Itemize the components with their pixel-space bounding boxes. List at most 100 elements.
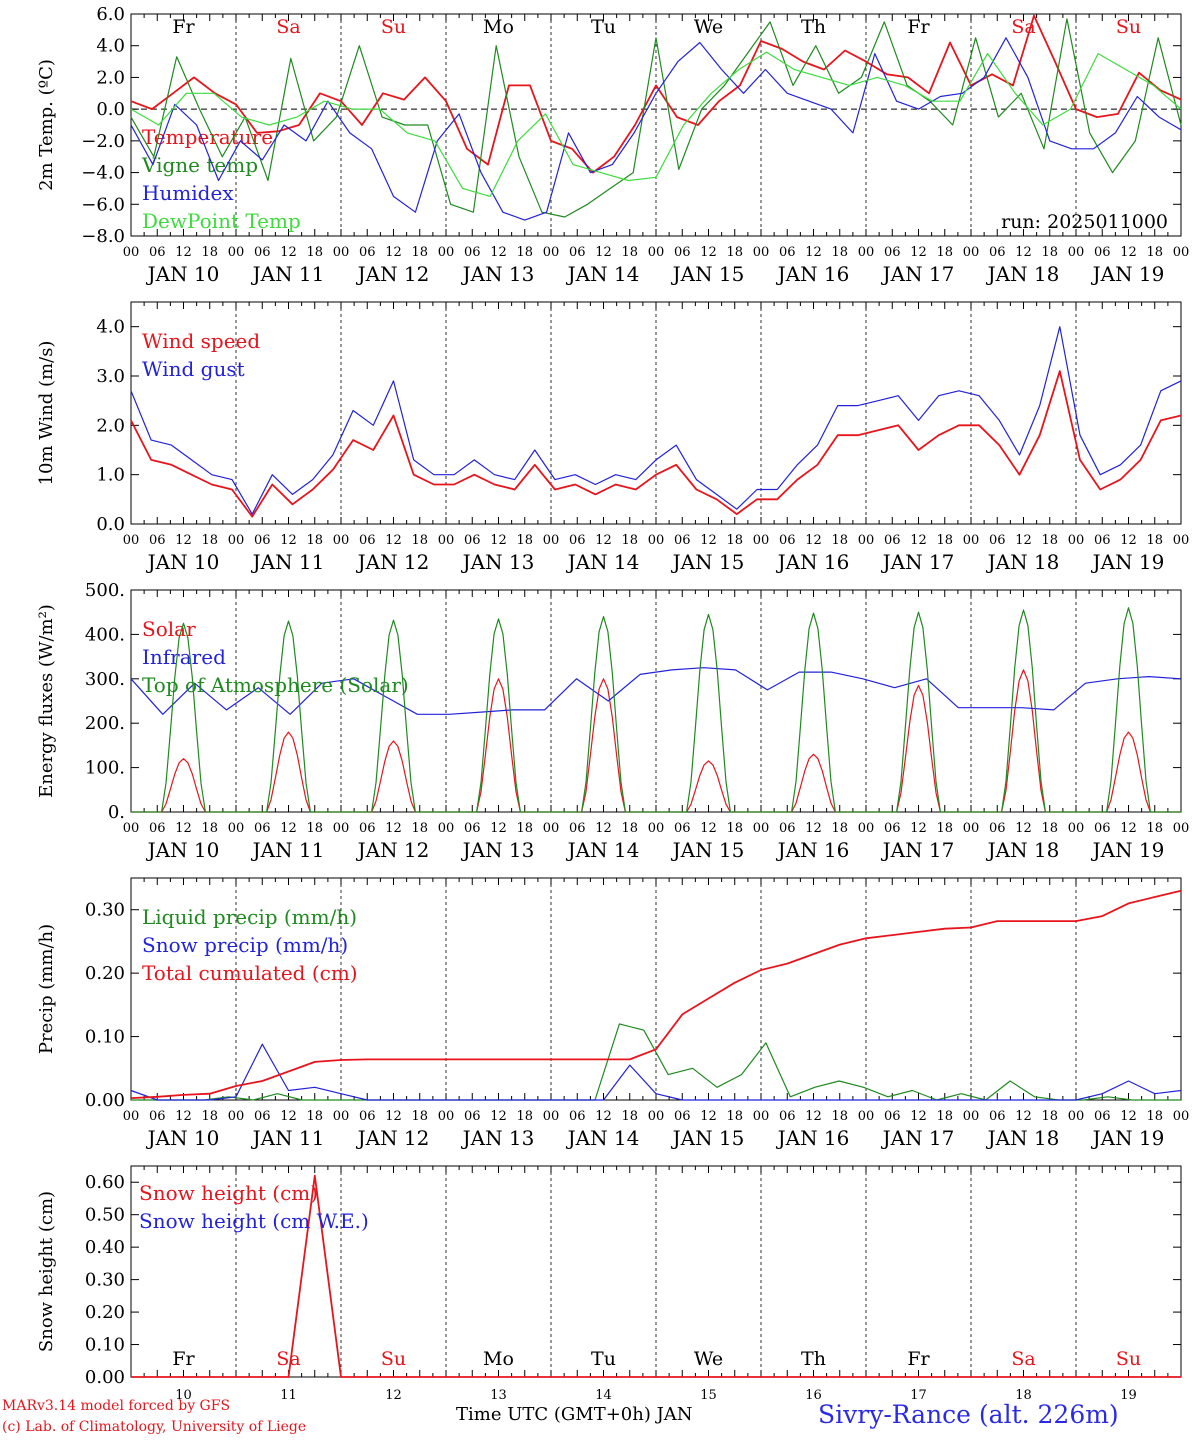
hour-tick-label: 12 <box>385 1109 402 1124</box>
day-number-label: 12 <box>385 1388 402 1403</box>
date-label: JAN 12 <box>356 1126 430 1150</box>
legend-entry: Humidex <box>142 181 234 205</box>
hour-tick-label: 06 <box>149 245 166 260</box>
date-label: JAN 13 <box>461 550 535 574</box>
y-tick-label: −6.0 <box>81 194 125 215</box>
hour-tick-label: 18 <box>621 821 638 836</box>
date-label: JAN 17 <box>881 1126 955 1150</box>
hour-tick-label: 00 <box>333 821 350 836</box>
hour-tick-label: 12 <box>910 821 927 836</box>
hour-tick-label: 06 <box>884 821 901 836</box>
y-tick-label: −8.0 <box>81 226 125 247</box>
hour-tick-label: 18 <box>411 533 428 548</box>
date-label: JAN 13 <box>461 1126 535 1150</box>
y-tick-label: 2.0 <box>96 67 125 88</box>
hour-tick-label: 18 <box>1041 821 1058 836</box>
legend-entry: Total cumulated (cm) <box>142 961 358 985</box>
hour-tick-label: 06 <box>674 1109 691 1124</box>
hour-tick-label: 12 <box>490 533 507 548</box>
hour-tick-label: 06 <box>254 245 271 260</box>
hour-tick-label: 06 <box>149 821 166 836</box>
hour-tick-label: 12 <box>910 245 927 260</box>
hour-tick-label: 00 <box>858 1109 875 1124</box>
hour-tick-label: 00 <box>648 533 665 548</box>
y-axis-title: Energy fluxes (W/m²) <box>36 604 57 798</box>
hour-tick-label: 18 <box>936 1109 953 1124</box>
hour-tick-label: 18 <box>1041 533 1058 548</box>
hour-tick-label: 00 <box>543 533 560 548</box>
hour-tick-label: 12 <box>1015 821 1032 836</box>
date-label: JAN 11 <box>251 838 325 862</box>
day-number-label: 18 <box>1015 1388 1032 1403</box>
hour-tick-label: 18 <box>621 245 638 260</box>
hour-tick-label: 12 <box>805 533 822 548</box>
hour-tick-label: 12 <box>1015 245 1032 260</box>
y-tick-label: 0.30 <box>85 1270 125 1291</box>
hour-tick-label: 06 <box>359 821 376 836</box>
date-label: JAN 17 <box>881 550 955 574</box>
hour-tick-label: 18 <box>306 821 323 836</box>
hour-tick-label: 18 <box>516 1109 533 1124</box>
legend-entry: Vigne temp <box>141 153 258 177</box>
hour-tick-label: 00 <box>333 245 350 260</box>
hour-tick-label: 18 <box>936 821 953 836</box>
weekday-label: Sa <box>276 1348 300 1370</box>
legend-entry: Liquid precip (mm/h) <box>142 905 357 929</box>
y-tick-label: 6.0 <box>96 4 125 25</box>
y-tick-label: 0.40 <box>85 1237 125 1258</box>
series-line-snow-precip-mm-h <box>130 1043 1182 1101</box>
legend-entry: Infrared <box>142 645 226 669</box>
date-label: JAN 11 <box>251 1126 325 1150</box>
hour-tick-label: 00 <box>753 821 770 836</box>
hour-tick-label: 12 <box>595 1109 612 1124</box>
hour-tick-label: 00 <box>963 245 980 260</box>
hour-tick-label: 00 <box>1068 533 1085 548</box>
hour-tick-label: 12 <box>175 1109 192 1124</box>
hour-tick-label: 06 <box>149 1109 166 1124</box>
hour-tick-label: 18 <box>831 821 848 836</box>
weekday-label: Th <box>801 16 826 38</box>
hour-tick-label: 06 <box>254 821 271 836</box>
hour-tick-label: 00 <box>228 245 245 260</box>
hour-tick-label: 00 <box>858 821 875 836</box>
hour-tick-label: 06 <box>884 533 901 548</box>
date-label: JAN 13 <box>461 262 535 286</box>
hour-tick-label: 12 <box>700 1109 717 1124</box>
date-label: JAN 18 <box>986 262 1060 286</box>
hour-tick-label: 12 <box>700 821 717 836</box>
hour-tick-label: 12 <box>1015 1109 1032 1124</box>
day-number-label: 11 <box>280 1388 297 1403</box>
date-label: JAN 14 <box>566 550 640 574</box>
hour-tick-label: 18 <box>831 1109 848 1124</box>
hour-tick-label: 18 <box>1041 245 1058 260</box>
hour-tick-label: 00 <box>333 1109 350 1124</box>
hour-tick-label: 18 <box>201 1109 218 1124</box>
hour-tick-label: 12 <box>175 533 192 548</box>
hour-tick-label: 06 <box>989 533 1006 548</box>
weekday-label: Tu <box>591 16 616 38</box>
hour-tick-label: 00 <box>858 533 875 548</box>
hour-tick-label: 06 <box>569 533 586 548</box>
hour-tick-label: 12 <box>280 821 297 836</box>
hour-tick-label: 12 <box>1120 245 1137 260</box>
hour-tick-label: 12 <box>490 1109 507 1124</box>
hour-tick-label: 06 <box>989 821 1006 836</box>
hour-tick-label: 06 <box>569 245 586 260</box>
hour-tick-label: 18 <box>621 533 638 548</box>
hour-tick-label: 00 <box>963 821 980 836</box>
series-line-wind-speed <box>130 370 1182 518</box>
hour-tick-label: 12 <box>910 533 927 548</box>
hour-tick-label: 12 <box>490 245 507 260</box>
y-tick-label: 2.0 <box>96 415 125 436</box>
hour-tick-label: 18 <box>726 1109 743 1124</box>
y-tick-label: 4.0 <box>96 317 125 338</box>
hour-tick-label: 00 <box>438 821 455 836</box>
date-label: JAN 19 <box>1091 838 1165 862</box>
hour-tick-label: 00 <box>123 821 140 836</box>
date-label: JAN 19 <box>1091 262 1165 286</box>
day-number-label: 13 <box>490 1388 507 1403</box>
y-tick-label: 4.0 <box>96 36 125 57</box>
day-number-label: 10 <box>175 1388 192 1403</box>
y-tick-label: 0.10 <box>85 1027 125 1048</box>
hour-tick-label: 18 <box>726 245 743 260</box>
